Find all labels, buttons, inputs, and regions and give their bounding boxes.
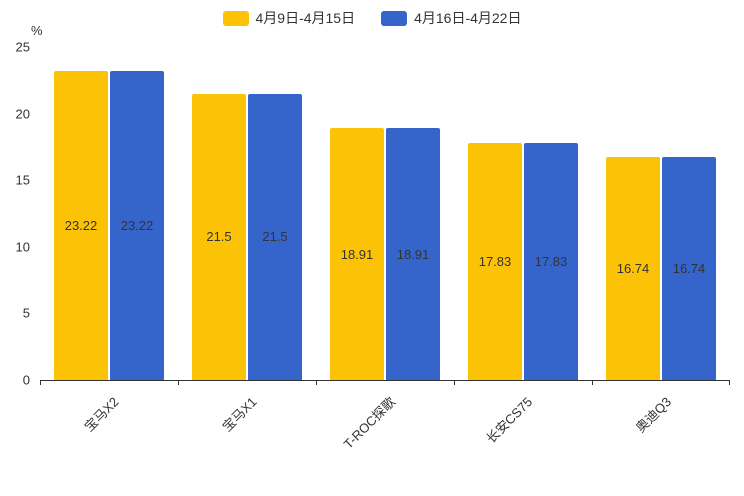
x-category-label: 宝马X1 bbox=[219, 394, 260, 435]
y-axis-unit-label: % bbox=[31, 23, 43, 38]
bar-series-1-category-5[interactable]: 16.74 bbox=[606, 157, 660, 380]
legend-item-series-2[interactable]: 4月16日-4月22日 bbox=[381, 8, 521, 28]
x-category-label: T-ROC探歌 bbox=[340, 394, 398, 452]
plot-area: 23.22 23.22 21.5 21.5 18.91 18.91 17.83 17.83 16… bbox=[40, 47, 730, 381]
bar-series-2-category-3[interactable]: 18.91 bbox=[386, 128, 440, 380]
y-tick-label: 10 bbox=[15, 239, 30, 255]
bar-value-label: 23.22 bbox=[120, 217, 154, 233]
legend-swatch-icon bbox=[381, 10, 408, 26]
x-axis-tick bbox=[316, 380, 317, 385]
bar-value-label: 21.5 bbox=[262, 229, 288, 245]
x-axis-tick bbox=[454, 380, 455, 385]
bar-series-2-category-4[interactable]: 17.83 bbox=[524, 142, 578, 380]
bar-value-label: 16.74 bbox=[672, 261, 706, 277]
bar-series-2-category-1[interactable]: 23.22 bbox=[110, 70, 164, 380]
bar-series-1-category-1[interactable]: 23.22 bbox=[54, 70, 108, 380]
x-category-label: 宝马X2 bbox=[81, 394, 122, 435]
y-tick-label: 15 bbox=[15, 172, 30, 188]
x-category-label: 奥迪Q3 bbox=[632, 394, 674, 436]
legend-item-series-1[interactable]: 4月9日-4月15日 bbox=[222, 8, 356, 28]
y-axis: 0 5 10 15 20 25 bbox=[0, 40, 32, 388]
bar-value-label: 23.22 bbox=[64, 217, 98, 233]
x-axis-tick bbox=[178, 380, 179, 385]
bar-value-label: 18.91 bbox=[396, 246, 430, 262]
x-axis: 宝马X2 宝马X1 T-ROC探歌 长安CS75 奥迪Q3 bbox=[40, 380, 730, 496]
bar-value-label: 18.91 bbox=[340, 246, 374, 262]
legend-label: 4月16日-4月22日 bbox=[414, 10, 522, 26]
bar-value-label: 17.83 bbox=[534, 253, 568, 269]
bar-value-label: 16.74 bbox=[616, 261, 650, 277]
bar-series-2-category-5[interactable]: 16.74 bbox=[662, 157, 716, 380]
x-axis-tick bbox=[40, 380, 41, 385]
bar-series-2-category-2[interactable]: 21.5 bbox=[248, 93, 302, 380]
x-axis-tick bbox=[729, 380, 730, 385]
x-category-label: 长安CS75 bbox=[483, 394, 536, 447]
legend-swatch-icon bbox=[222, 10, 249, 26]
bar-value-label: 21.5 bbox=[206, 229, 232, 245]
bar-series-1-category-3[interactable]: 18.91 bbox=[330, 128, 384, 380]
y-tick-label: 5 bbox=[22, 305, 30, 321]
bar-series-1-category-4[interactable]: 17.83 bbox=[468, 142, 522, 380]
chart-legend: 4月9日-4月15日 4月16日-4月22日 bbox=[0, 8, 744, 28]
y-tick-label: 25 bbox=[15, 39, 30, 55]
bar-series-1-category-2[interactable]: 21.5 bbox=[192, 93, 246, 380]
y-tick-label: 0 bbox=[22, 372, 30, 388]
legend-label: 4月9日-4月15日 bbox=[255, 10, 356, 26]
y-tick-label: 20 bbox=[15, 106, 30, 122]
x-axis-tick bbox=[592, 380, 593, 385]
bar-value-label: 17.83 bbox=[478, 253, 512, 269]
